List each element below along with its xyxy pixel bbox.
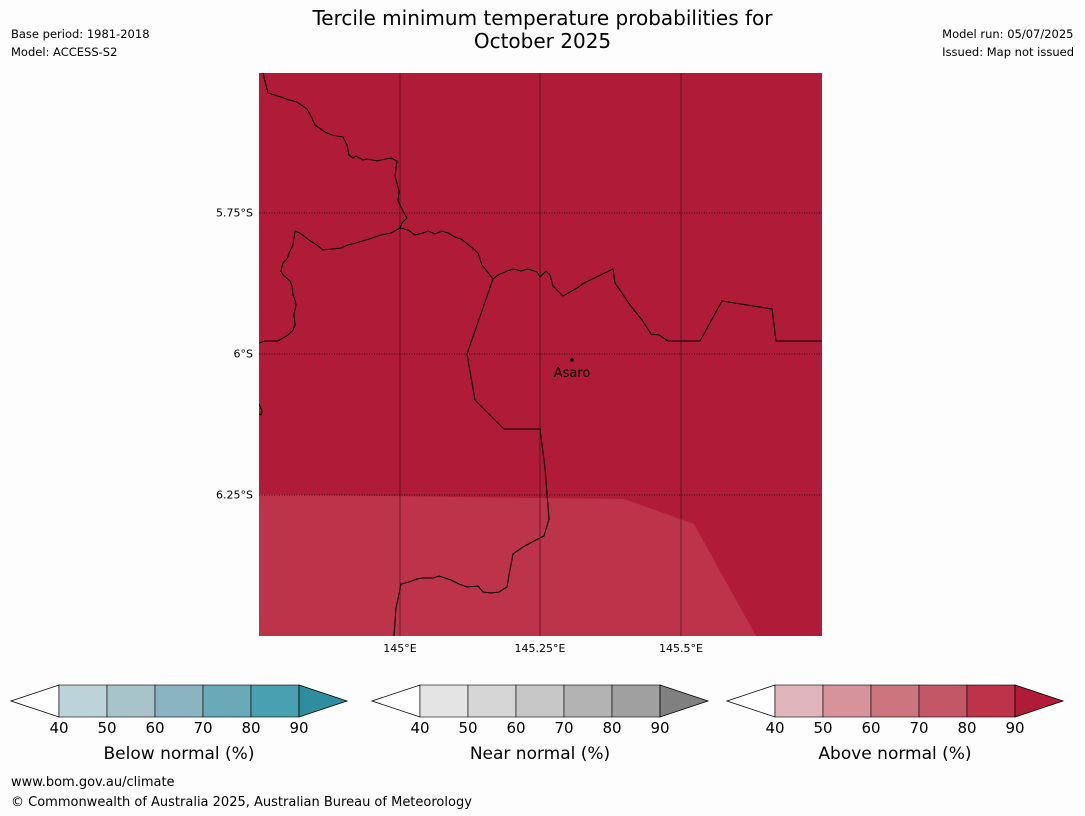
above-swatch-1 [774,684,824,718]
meta-right: Model run: 05/07/2025 Issued: Map not is… [942,25,1074,61]
tick-near-80: 80 [602,719,622,737]
tick-below-50: 50 [97,719,117,737]
colorbar-below-normal [10,684,349,718]
base-period-text: Base period: 1981-2018 [11,27,150,41]
tick-near-40: 40 [410,719,430,737]
title-line-2: October 2025 [473,29,612,53]
above-swatch-5 [966,684,1016,718]
tick-below-90: 90 [289,719,309,737]
above-swatch-2 [822,684,872,718]
lat-label-6-25: 6.25°S [216,488,253,502]
tick-near-70: 70 [554,719,574,737]
near-swatch-2 [467,684,517,718]
lat-label-5-75: 5.75°S [216,206,253,220]
tick-above-70: 70 [909,719,929,737]
meta-left: Base period: 1981-2018 Model: ACCESS-S2 [11,25,150,61]
tick-above-50: 50 [813,719,833,737]
lon-label-145: 145°E [383,642,417,655]
colorbar-below-swatches [10,684,349,718]
colorbar-near-normal [371,684,710,718]
model-run-text: Model run: 05/07/2025 [942,27,1074,41]
tick-near-50: 50 [458,719,478,737]
below-swatch-3 [154,684,204,718]
above-normal-label: Above normal (%) [818,744,972,764]
gridlines [259,73,822,636]
lat-label-6: 6°S [233,347,253,361]
above-swatch-3 [870,684,920,718]
near-swatch-4 [563,684,613,718]
boundary-south [393,278,550,636]
near-extend-low [371,684,421,718]
title-line-1: Tercile minimum temperature probabilitie… [312,6,773,30]
tick-below-40: 40 [49,719,69,737]
footer-copyright: © Commonwealth of Australia 2025, Austra… [11,795,472,810]
below-swatch-5 [250,684,300,718]
tick-near-60: 60 [506,719,526,737]
colorbar-above-swatches [726,684,1065,718]
lon-label-145-25: 145.25°E [514,642,566,655]
region-above-80 [259,494,756,636]
tick-below-60: 60 [145,719,165,737]
probability-map[interactable]: Asaro [259,73,822,636]
near-swatch-5 [611,684,661,718]
above-swatch-4 [918,684,968,718]
tick-above-40: 40 [765,719,785,737]
asaro-label: Asaro [554,366,591,381]
issued-text: Issued: Map not issued [942,45,1074,59]
model-text: Model: ACCESS-S2 [11,45,118,59]
near-extend-high [659,684,710,718]
near-swatch-1 [419,684,469,718]
colorbar-above-normal [726,684,1065,718]
map-title: Tercile minimum temperature probabilitie… [0,7,1085,53]
below-extend-high [298,684,349,718]
footer-url[interactable]: www.bom.gov.au/climate [11,775,175,790]
tick-near-90: 90 [650,719,670,737]
above-extend-high [1014,684,1065,718]
tick-above-80: 80 [957,719,977,737]
colorbar-near-swatches [371,684,710,718]
below-swatch-2 [106,684,156,718]
below-swatch-4 [202,684,252,718]
above-extend-low [726,684,776,718]
boundary-west [259,227,401,344]
asaro-marker [570,358,574,362]
below-normal-label: Below normal (%) [103,744,255,764]
tick-above-90: 90 [1005,719,1025,737]
below-extend-low [10,684,60,718]
near-normal-label: Near normal (%) [469,744,611,764]
near-swatch-3 [515,684,565,718]
tick-above-60: 60 [861,719,881,737]
tick-below-70: 70 [193,719,213,737]
boundary-north [262,73,822,342]
boundary-west-fragment [259,403,263,416]
province-boundaries [259,73,822,636]
lon-label-145-5: 145.5°E [659,642,703,655]
tick-below-80: 80 [241,719,261,737]
below-swatch-1 [58,684,108,718]
